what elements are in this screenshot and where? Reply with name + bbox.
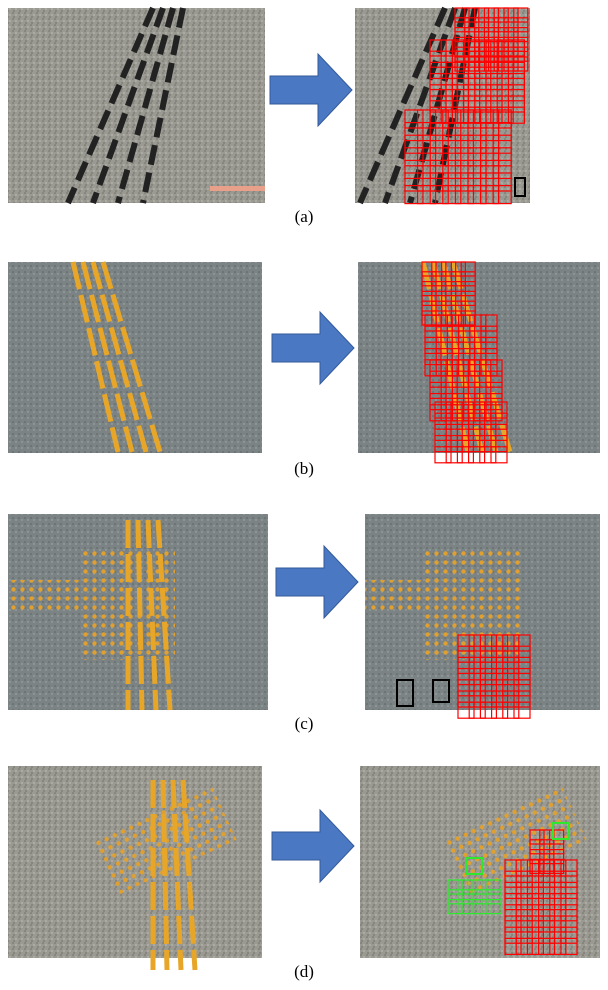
arrow [272,810,354,882]
panel-label: (b) [294,459,314,478]
photo [8,8,265,203]
panel-label: (d) [294,962,314,981]
tactile-field [365,580,425,610]
arrow [270,54,352,126]
arrow [272,312,354,384]
arrow [276,546,358,618]
floor-mark [210,186,265,191]
tactile-field [8,580,83,610]
panel-label: (c) [295,714,314,733]
tactile-field [425,550,520,660]
figure: (a) (b) (c) (d) [0,0,608,990]
panel-label: (a) [295,207,314,226]
photo [8,262,262,453]
panels [8,8,600,970]
